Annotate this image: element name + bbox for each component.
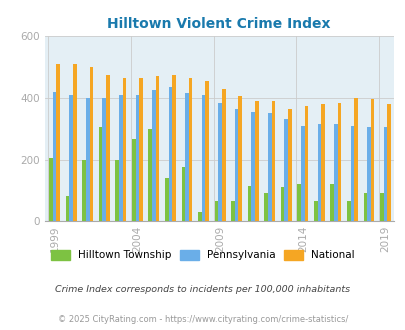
Bar — [49, 158, 53, 221]
Bar — [168, 87, 172, 221]
Bar — [119, 95, 122, 221]
Bar — [284, 119, 288, 221]
Bar — [296, 184, 300, 221]
Bar — [172, 75, 175, 221]
Bar — [379, 193, 383, 221]
Bar — [135, 95, 139, 221]
Bar — [89, 67, 93, 221]
Bar — [300, 126, 304, 221]
Bar — [56, 64, 60, 221]
Bar — [214, 201, 218, 221]
Bar — [198, 212, 201, 221]
Bar — [313, 201, 317, 221]
Bar — [234, 109, 238, 221]
Bar — [155, 76, 159, 221]
Bar — [53, 92, 56, 221]
Bar — [73, 64, 77, 221]
Bar — [288, 109, 291, 221]
Text: Crime Index corresponds to incidents per 100,000 inhabitants: Crime Index corresponds to incidents per… — [55, 285, 350, 294]
Bar — [148, 129, 152, 221]
Bar — [280, 187, 284, 221]
Bar — [152, 90, 155, 221]
Bar — [370, 99, 373, 221]
Bar — [98, 127, 102, 221]
Bar — [115, 159, 119, 221]
Bar — [188, 78, 192, 221]
Bar — [304, 106, 307, 221]
Bar — [386, 104, 390, 221]
Bar — [139, 78, 143, 221]
Bar — [102, 98, 106, 221]
Bar — [362, 193, 366, 221]
Bar — [181, 167, 185, 221]
Bar — [317, 124, 320, 221]
Bar — [230, 201, 234, 221]
Bar — [164, 178, 168, 221]
Bar — [264, 193, 267, 221]
Bar — [350, 126, 354, 221]
Bar — [247, 186, 251, 221]
Bar — [201, 95, 205, 221]
Bar — [254, 101, 258, 221]
Title: Hilltown Violent Crime Index: Hilltown Violent Crime Index — [107, 17, 330, 31]
Bar — [66, 196, 69, 221]
Bar — [330, 184, 333, 221]
Bar — [85, 98, 89, 221]
Bar — [366, 127, 370, 221]
Bar — [222, 89, 225, 221]
Bar — [82, 159, 85, 221]
Bar — [69, 95, 73, 221]
Bar — [337, 103, 341, 221]
Bar — [320, 104, 324, 221]
Text: © 2025 CityRating.com - https://www.cityrating.com/crime-statistics/: © 2025 CityRating.com - https://www.city… — [58, 315, 347, 324]
Bar — [267, 113, 271, 221]
Bar — [122, 78, 126, 221]
Bar — [106, 75, 109, 221]
Bar — [238, 96, 241, 221]
Bar — [271, 101, 275, 221]
Bar — [185, 93, 188, 221]
Bar — [354, 98, 357, 221]
Bar — [251, 112, 254, 221]
Bar — [346, 201, 350, 221]
Bar — [333, 124, 337, 221]
Bar — [132, 140, 135, 221]
Legend: Hilltown Township, Pennsylvania, National: Hilltown Township, Pennsylvania, Nationa… — [51, 250, 354, 260]
Bar — [205, 81, 209, 221]
Bar — [218, 103, 222, 221]
Bar — [383, 127, 386, 221]
